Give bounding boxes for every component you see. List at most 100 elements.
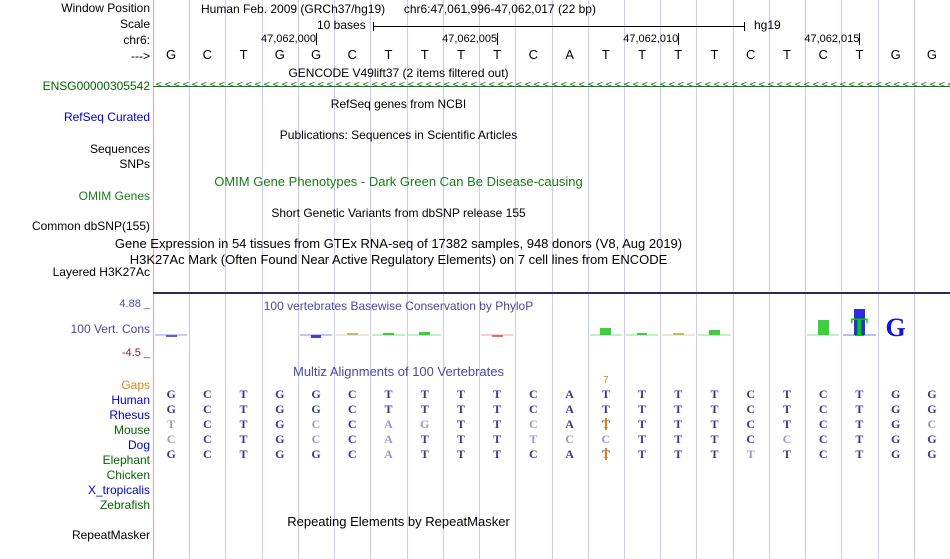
species-label-mouse[interactable]: Mouse [113,423,150,437]
phylop-baseline-smear [589,334,623,336]
alignment-base: C [818,432,828,446]
label-layered-h3k27ac[interactable]: Layered H3K27Ac [52,265,150,279]
species-label-elephant[interactable]: Elephant [102,453,150,467]
track-title-publications[interactable]: Publications: Sequences in Scientific Ar… [279,128,518,142]
strand-arrow-icon: < [857,80,865,90]
alignment-base: C [529,447,538,461]
strand-arrow-icon: < [353,80,361,90]
gridline [225,0,226,559]
track-title-repeatmasker[interactable]: Repeating Elements by RepeatMasker [287,514,510,529]
sequence-base: T [456,47,465,62]
strand-arrow-icon: < [290,80,298,90]
strand-arrow-icon: < [533,80,541,90]
alignment-base: T [710,432,719,446]
track-title-h3k27ac[interactable]: H3K27Ac Mark (Often Found Near Active Re… [129,252,668,267]
strand-arrow-icon: < [632,80,640,90]
species-label-human[interactable]: Human [111,393,150,407]
track-title-phylop[interactable]: 100 vertebrates Basewise Conservation by… [263,299,534,313]
track-title-multiz[interactable]: Multiz Alignments of 100 Vertebrates [292,364,504,379]
strand-arrow-icon: < [407,80,415,90]
strand-arrow-icon: < [182,80,190,90]
gridline [370,0,371,559]
alignment-base: C [347,417,357,431]
alignment-base: G [927,402,937,416]
phylop-baseline-smear [480,334,514,336]
sequence-base: A [565,47,574,62]
track-title-gencode[interactable]: GENCODE V49lift37 (2 items filtered out) [288,66,509,80]
alignment-base: G [166,387,176,401]
label-repeatmasker[interactable]: RepeatMasker [71,528,150,542]
strand-arrow-icon: < [245,80,253,90]
alignment-base: C [746,417,756,431]
strand-arrow-icon: < [731,80,739,90]
phylop-bar [709,330,720,335]
strand-arrow-icon: < [191,80,199,90]
alignment-base: C [529,417,538,431]
strand-arrow-icon: < [947,81,950,90]
sequence-base: T [782,47,791,62]
ruler-tick [497,33,499,45]
gridline [841,0,842,559]
strand-arrow-icon: < [488,80,496,90]
alignment-base: T [710,402,719,416]
gridline [262,0,263,559]
ruler-tick [316,33,318,45]
label-gencode-gene[interactable]: ENSG00000305542 [42,79,150,93]
alignment-base: T [384,402,393,416]
label-refseq-curated[interactable]: RefSeq Curated [63,110,150,124]
alignment-base: A [384,432,393,446]
label-gaps[interactable]: Gaps [121,378,150,392]
strand-arrow-icon: < [479,80,487,90]
species-label-rhesus[interactable]: Rhesus [109,408,150,422]
alignment-base: C [202,402,212,416]
gencode-gene-line[interactable]: < < < < < < < < < < < < < < < < < < < < < < < < < < < < < < < < < < < < < < < <… [153,81,950,93]
alignment-base: T [710,417,719,431]
alignment-base: C [529,387,538,401]
assembly-title: Human Feb. 2009 (GRCh37/hg19) [201,2,386,16]
alignment-base: T [855,417,864,431]
scale-bar-line [373,26,744,27]
strand-arrow-icon: < [281,80,289,90]
alignment-base: T [239,432,248,446]
base-gridlines [153,0,950,559]
alignment-base: T [674,387,683,401]
phylop-baseline-smear [843,334,876,336]
alignment-base: T [674,447,683,461]
strand-arrow-icon: < [371,80,379,90]
species-label-chicken[interactable]: Chicken [106,468,150,482]
alignment-base: T [420,432,429,446]
strand-arrow-icon: < [398,80,406,90]
label-snps[interactable]: SNPs [119,157,150,171]
gridline [552,0,553,559]
sequence-base: C [818,47,828,62]
phylop-bar [817,320,829,335]
label-omim-genes[interactable]: OMIM Genes [78,189,150,203]
species-label-dog[interactable]: Dog [127,438,150,452]
strand-arrow-icon: < [452,80,460,90]
gap-bar [604,448,607,460]
strand-arrow-icon: < [569,80,577,90]
track-label-column: Window Position Scale chr6: ---> ENSG000… [0,0,153,559]
species-label-x_tropicalis[interactable]: X_tropicalis [87,483,150,497]
species-label-zebrafish[interactable]: Zebrafish [99,498,150,512]
strand-arrow-icon: < [884,80,892,90]
alignment-base: G [890,432,901,446]
track-title-refseq[interactable]: RefSeq genes from NCBI [330,97,467,111]
label-common-dbsnp[interactable]: Common dbSNP(155) [31,219,150,233]
track-title-gtex[interactable]: Gene Expression in 54 tissues from GTEx … [114,236,683,251]
alignment-base: T [384,387,393,401]
sequence-base: T [420,47,429,62]
phylop-baseline-smear [372,334,405,336]
label-vert-cons[interactable]: 100 Vert. Cons [70,322,150,336]
track-title-omim[interactable]: OMIM Gene Phenotypes - Dark Green Can Be… [214,174,583,189]
sequence-base: T [239,47,248,62]
track-title-dbsnp[interactable]: Short Genetic Variants from dbSNP releas… [271,206,526,220]
label-sequences[interactable]: Sequences [89,142,150,156]
position-text[interactable]: chr6:47,061,996-47,062,017 (22 bp) [403,2,596,16]
ruler-tick [859,33,861,45]
alignment-base: C [565,432,574,446]
alignment-base: C [818,402,828,416]
